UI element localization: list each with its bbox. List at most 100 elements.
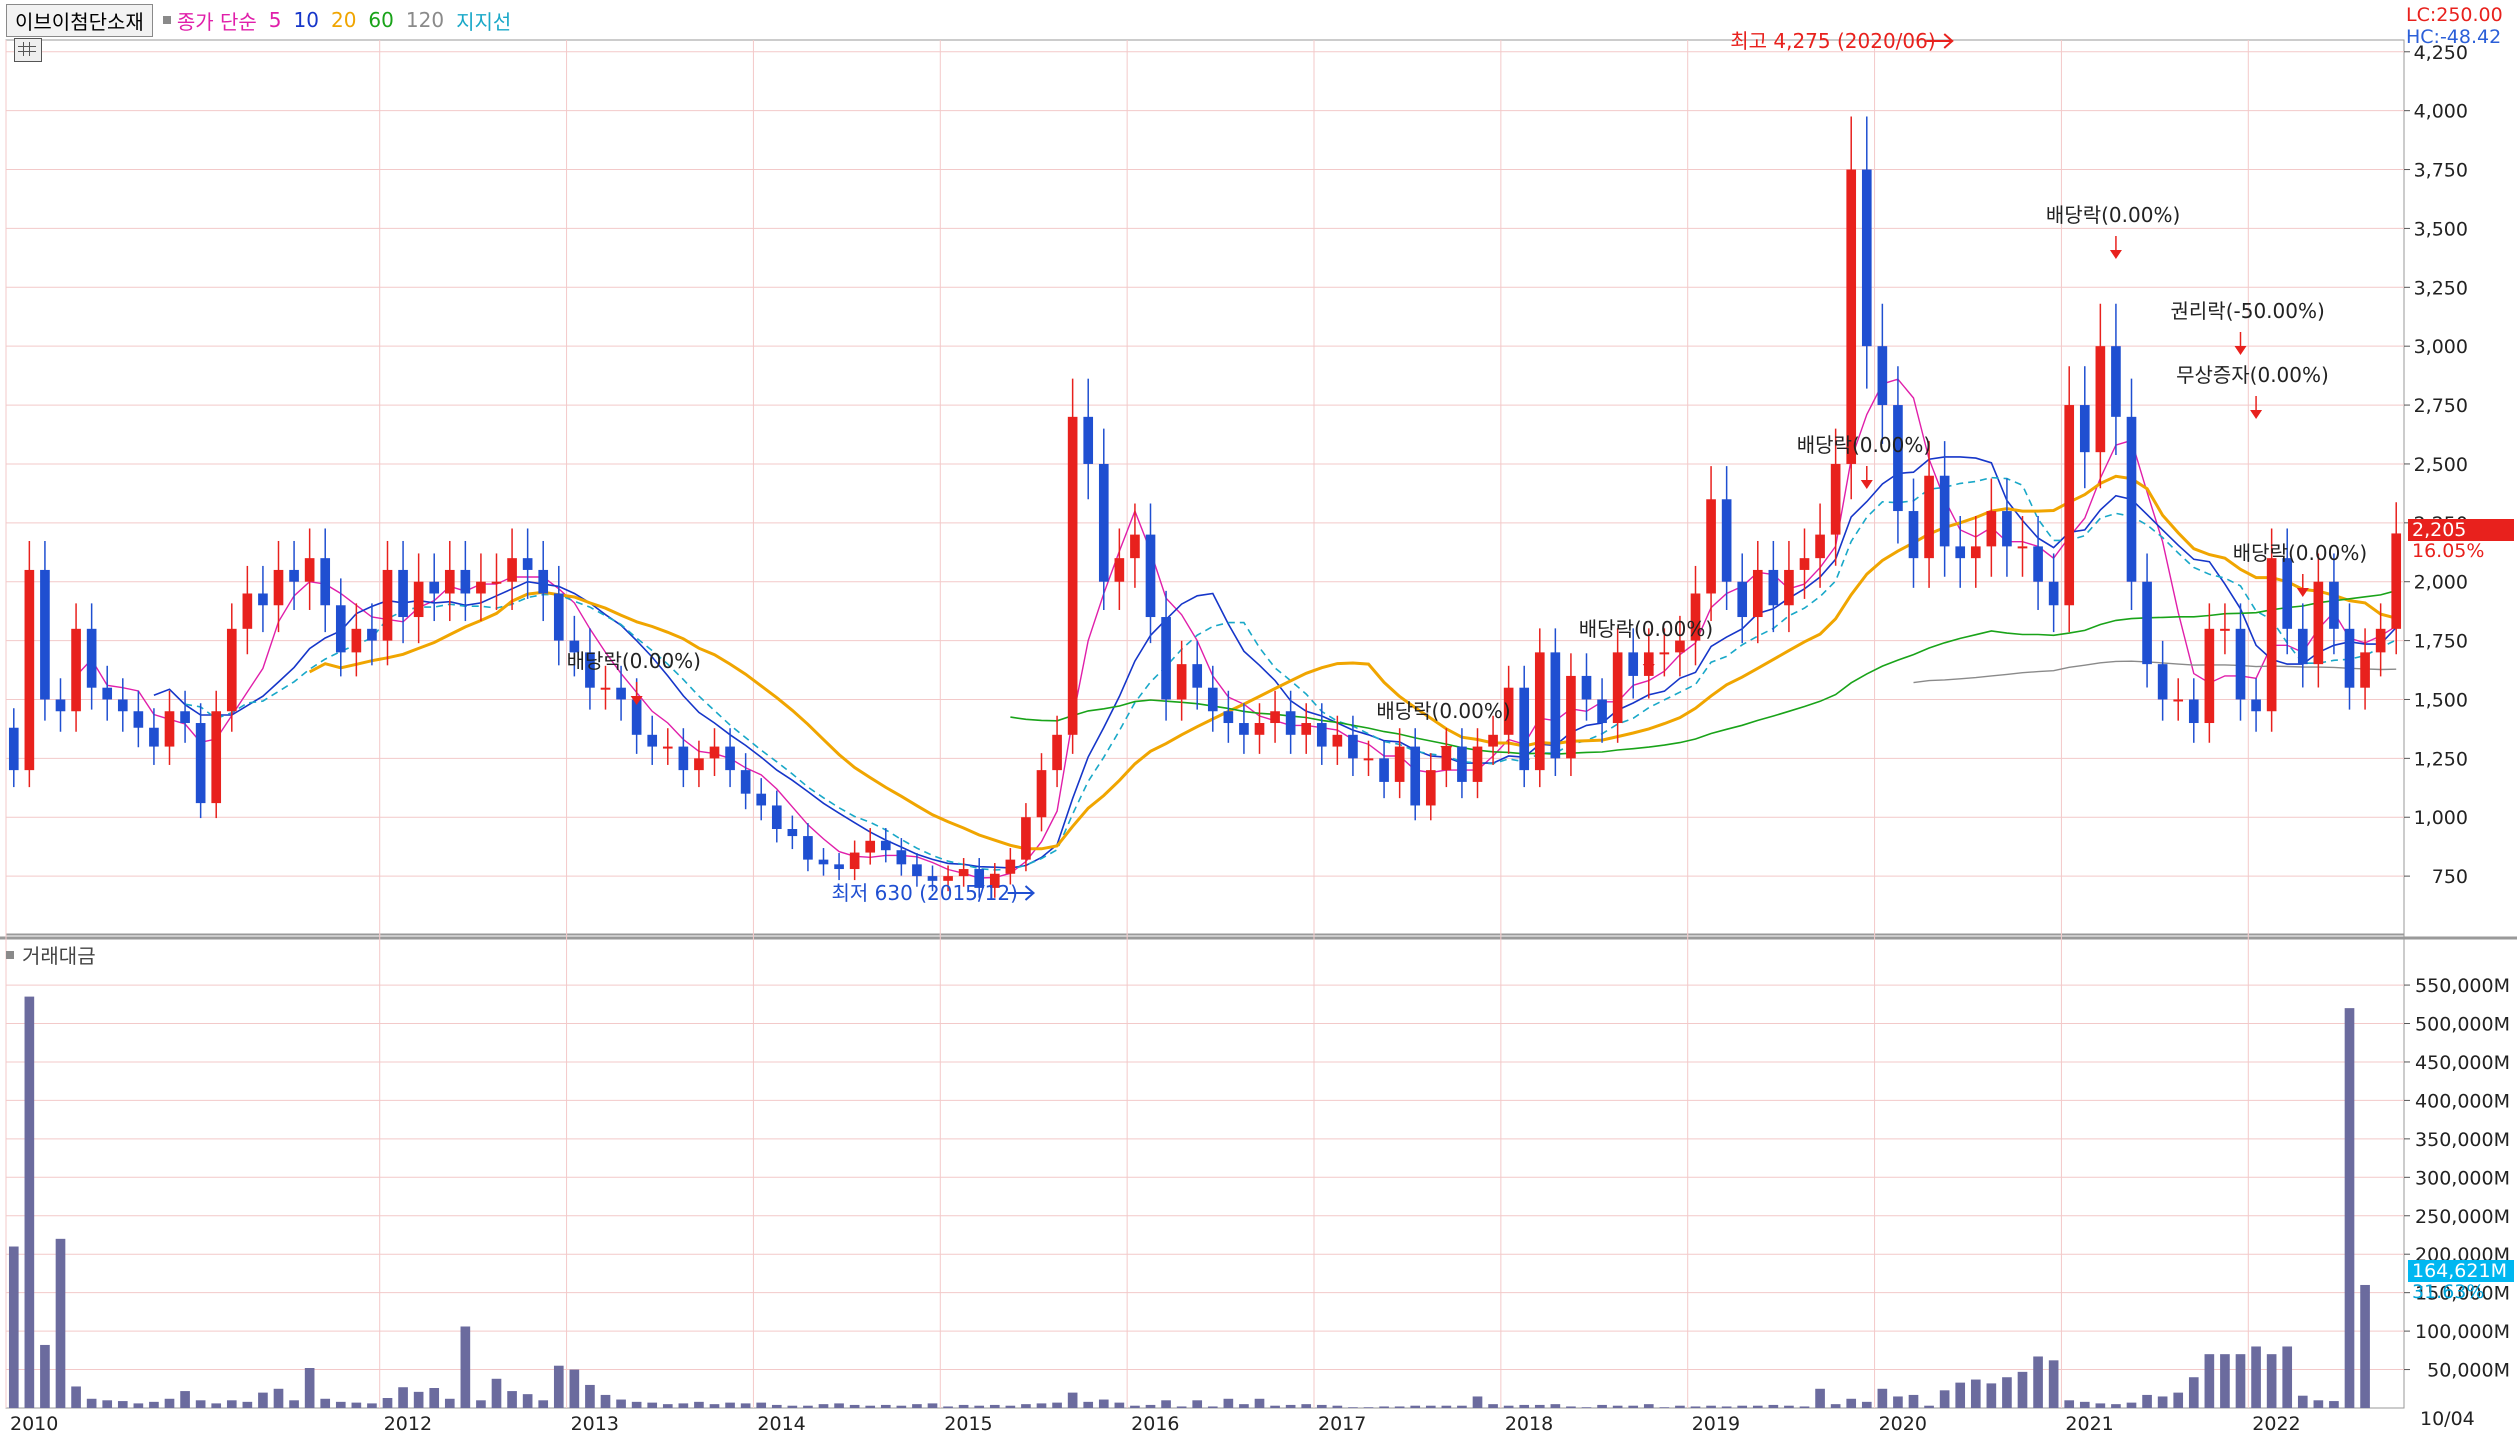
volume-bar — [289, 1400, 299, 1408]
annotation-label: 권리락(-50.00%) — [2171, 299, 2325, 323]
volume-bar — [2235, 1354, 2246, 1408]
volume-bar — [2048, 1360, 2059, 1408]
candle-body — [865, 840, 876, 853]
x-tick-label: 2016 — [1131, 1413, 1179, 1434]
annotation-label: 배당락(0.00%) — [2233, 541, 2367, 565]
candle-body — [1005, 859, 1016, 874]
x-tick-label: 2010 — [10, 1413, 58, 1434]
ma-60-label[interactable]: 60 — [368, 8, 394, 32]
candle-body — [2048, 581, 2059, 606]
volume-bar — [647, 1402, 658, 1408]
x-tick-label: 2021 — [2065, 1413, 2113, 1434]
price-tick-label: 4,000 — [2414, 101, 2468, 123]
volume-bar — [24, 996, 35, 1408]
ma-20-label[interactable]: 20 — [330, 8, 357, 32]
volume-bar — [740, 1403, 751, 1408]
x-tick-label: 2022 — [2252, 1413, 2300, 1434]
volume-bar — [1285, 1404, 1296, 1408]
arrow-icon — [2296, 588, 2309, 597]
price-tick-label: 2,500 — [2414, 454, 2468, 476]
volume-bar — [834, 1403, 844, 1408]
candle-body — [2313, 581, 2324, 665]
volume-bar — [1659, 1407, 1670, 1408]
candle-body — [2173, 699, 2184, 702]
annotation-label: 최저 630 (2015/12) — [832, 881, 1018, 905]
volume-bar — [1861, 1401, 1872, 1408]
volume-bar — [2313, 1400, 2324, 1408]
candle-body — [958, 869, 969, 877]
candle-body — [2033, 546, 2043, 582]
arrow-icon — [1007, 885, 1036, 901]
candle-body — [1379, 758, 1389, 782]
ma-120-label[interactable]: 120 — [405, 8, 445, 32]
volume-bar — [2297, 1395, 2308, 1408]
candle-body — [320, 558, 331, 606]
candle-body — [631, 699, 642, 735]
volume-panel-title: 거래대금 — [6, 940, 96, 969]
candle-body — [1285, 711, 1296, 735]
volume-bar — [912, 1404, 922, 1408]
volume-bar — [522, 1394, 533, 1408]
candle-body — [787, 829, 798, 837]
candle-body — [756, 793, 767, 806]
volume-bar — [600, 1394, 611, 1408]
volume-bar — [1939, 1390, 1950, 1408]
volume-bar — [678, 1403, 689, 1408]
candle-body — [538, 569, 549, 594]
legend-bullet-icon — [162, 16, 171, 24]
volume-bar — [771, 1404, 782, 1408]
volume-bar — [242, 1401, 253, 1408]
candle-body — [1410, 746, 1421, 806]
volume-bar — [1207, 1406, 1218, 1408]
candle-body — [834, 864, 844, 870]
candle-body — [725, 746, 735, 771]
candle-body — [1846, 169, 1857, 464]
moving-averages — [75, 378, 2397, 879]
candle-body — [460, 569, 471, 594]
volume-bar — [2111, 1404, 2121, 1408]
candle-body — [1052, 734, 1062, 771]
candle-body — [585, 652, 595, 688]
volume-tick-label: 500,000M — [2415, 1014, 2510, 1036]
current-price-badge: 2,205 — [2408, 519, 2514, 541]
candle-body — [1316, 723, 1327, 747]
volume-bar — [1690, 1406, 1701, 1408]
arrow-icon — [630, 696, 643, 705]
candle-body — [1348, 734, 1358, 759]
candle-body — [164, 711, 175, 747]
volume-bar — [1550, 1404, 1561, 1408]
volume-bar — [1363, 1407, 1374, 1408]
grid-toggle-icon[interactable] — [14, 38, 42, 62]
volume-bar — [1441, 1405, 1452, 1408]
candle-body — [974, 869, 985, 888]
candle-body — [849, 852, 860, 870]
volume-bar — [1768, 1404, 1779, 1408]
candle-body — [1768, 569, 1779, 606]
annotation-label: 배당락(0.00%) — [567, 649, 701, 673]
volume-bar — [71, 1386, 81, 1408]
ma-5-label[interactable]: 5 — [268, 8, 282, 32]
volume-panel-frame — [5, 933, 2405, 1409]
stock-name[interactable]: 이브이첨단소재 — [6, 3, 153, 37]
volume-bar — [211, 1403, 222, 1408]
ma-prefix: 종가 단순 — [176, 9, 257, 34]
candle-body — [803, 836, 813, 860]
candle-body — [1098, 463, 1109, 582]
candle-body — [1223, 711, 1234, 724]
volume-bar — [1176, 1406, 1187, 1408]
volume-bar — [320, 1398, 331, 1408]
volume-bar — [974, 1405, 985, 1408]
volume-tick-label: 550,000M — [2415, 975, 2510, 997]
candle-body — [1270, 711, 1280, 724]
support-line-label[interactable]: 지지선 — [456, 9, 512, 34]
candle-body — [1752, 569, 1763, 618]
candle-body — [662, 746, 673, 749]
arrow-icon — [1440, 746, 1453, 755]
volume-bar — [273, 1388, 284, 1408]
volume-bar — [1970, 1379, 1981, 1408]
candle-body — [553, 593, 564, 641]
candle-body — [1924, 475, 1934, 559]
volume-bar — [2344, 1008, 2355, 1408]
ma-10-label[interactable]: 10 — [293, 8, 319, 32]
candle-body — [2282, 558, 2293, 629]
